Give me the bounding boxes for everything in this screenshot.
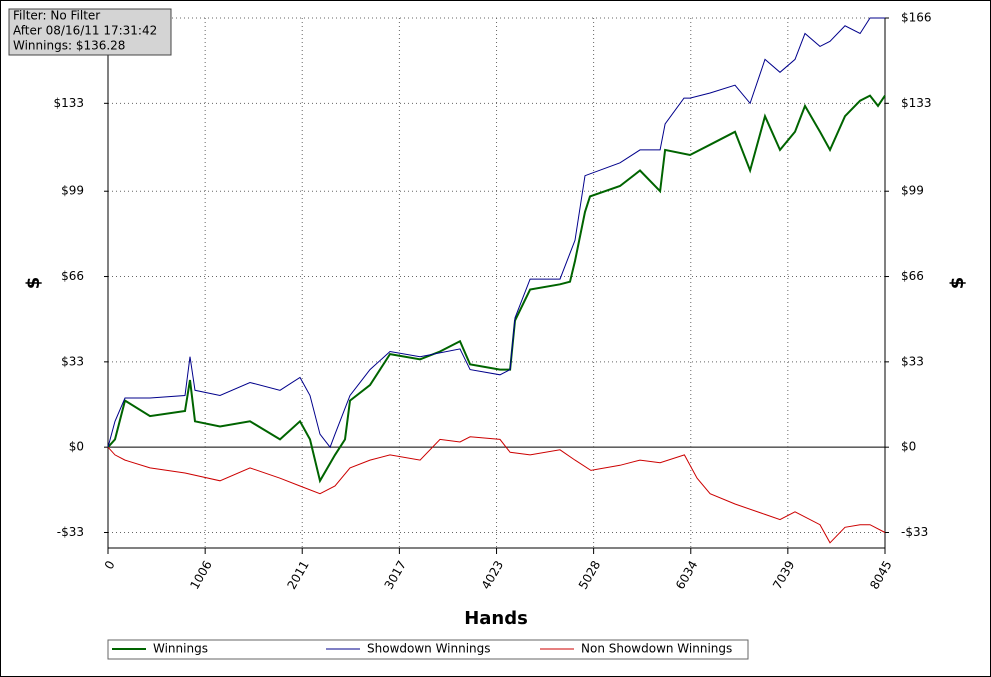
y-axis-label: $	[23, 277, 44, 290]
y2-tick-label: $66	[901, 269, 924, 283]
legend-label: Showdown Winnings	[367, 642, 491, 656]
legend-label: Winnings	[153, 642, 208, 656]
series-line	[107, 17, 885, 449]
y-tick-label: $66	[61, 269, 84, 283]
y2-tick-label: $0	[901, 440, 916, 454]
info-box	[8, 8, 172, 56]
info-text: Filter: No Filter	[13, 9, 100, 23]
legend-box	[107, 639, 749, 660]
legend-label: Non Showdown Winnings	[581, 642, 732, 656]
y-tick-label: $133	[53, 96, 84, 110]
y2-tick-label: $33	[901, 354, 924, 368]
y-tick-label: $33	[61, 354, 84, 368]
y2-tick-label: $133	[901, 96, 932, 110]
y-tick-label: $0	[69, 440, 84, 454]
info-text: Winnings: $136.28	[13, 39, 125, 53]
y2-axis-label: $	[947, 277, 968, 290]
series-line	[107, 94, 886, 484]
y2-tick-label: $166	[901, 11, 932, 25]
y-tick-label: $99	[61, 184, 84, 198]
y2-tick-label: $99	[901, 184, 924, 198]
info-text: After 08/16/11 17:31:42	[13, 24, 157, 38]
x-axis-label: Hands	[464, 608, 528, 629]
y2-tick-label: -$33	[901, 525, 928, 539]
y-tick-label: -$33	[57, 525, 84, 539]
series-line	[107, 436, 886, 544]
